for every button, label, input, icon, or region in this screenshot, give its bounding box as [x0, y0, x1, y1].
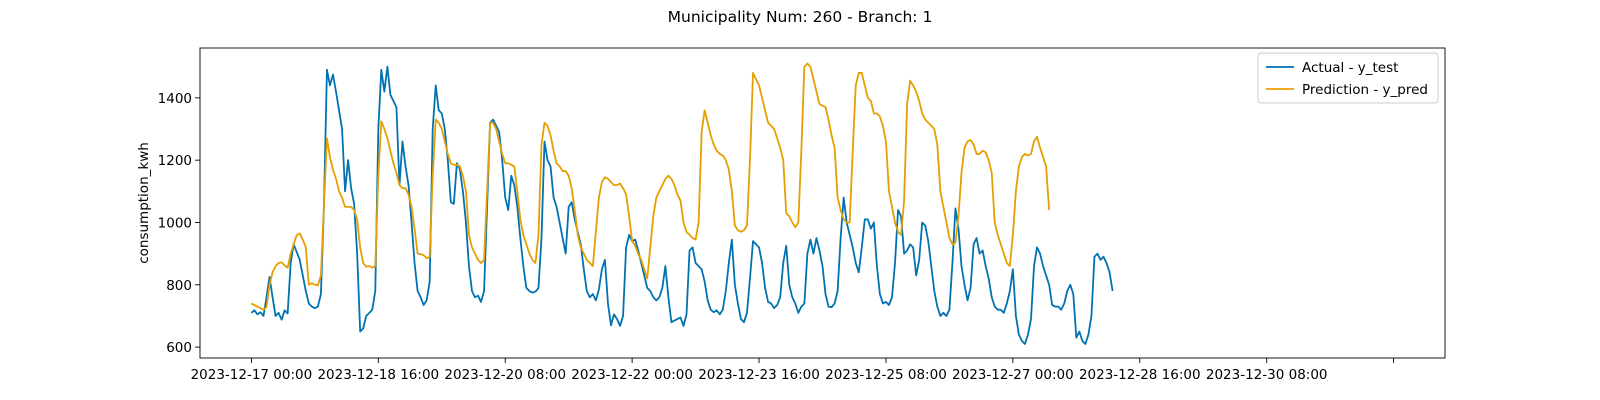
plot-area — [199, 47, 1446, 359]
series-line-prediction — [250, 62, 1051, 311]
legend-box — [1257, 52, 1439, 104]
y-tick-label: 600 — [166, 340, 192, 356]
x-tick-label: 2023-12-20 08:00 — [444, 367, 566, 383]
y-axis: 600 800 1000 1200 1400 — [158, 91, 200, 356]
x-tick-label: 2023-12-23 16:00 — [698, 367, 820, 383]
y-axis-label: consumption_kwh — [136, 142, 152, 264]
y-tick-label: 1000 — [158, 215, 192, 231]
y-tick-label: 1200 — [158, 153, 192, 169]
series-line-actual — [250, 65, 1114, 345]
y-tick-label: 1400 — [158, 91, 192, 107]
legend-label-prediction: Prediction - y_pred — [1302, 82, 1428, 98]
chart-title: Municipality Num: 260 - Branch: 1 — [668, 8, 933, 26]
legend-label-actual: Actual - y_test — [1302, 60, 1398, 76]
x-tick-label: 2023-12-17 00:00 — [191, 367, 313, 383]
x-axis: 2023-12-17 00:00 2023-12-18 16:00 2023-12-… — [191, 358, 1395, 383]
x-tick-label: 2023-12-25 08:00 — [825, 367, 947, 383]
x-tick-label: 2023-12-22 00:00 — [571, 367, 693, 383]
x-tick-label: 2023-12-30 08:00 — [1206, 367, 1328, 383]
x-tick-label: 2023-12-27 00:00 — [952, 367, 1074, 383]
y-tick-label: 800 — [166, 278, 192, 294]
x-tick-label: 2023-12-18 16:00 — [317, 367, 439, 383]
legend: Actual - y_test Prediction - y_pred — [1257, 52, 1439, 104]
series-lines — [250, 62, 1114, 345]
x-tick-label: 2023-12-28 16:00 — [1079, 367, 1201, 383]
